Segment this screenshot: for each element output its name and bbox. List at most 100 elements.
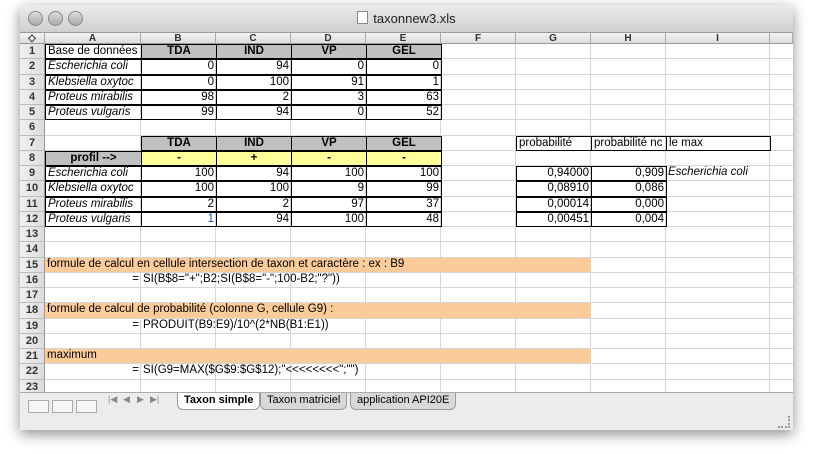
row-header-2[interactable]: 2 — [20, 59, 45, 75]
cell-B4[interactable]: 98 — [141, 89, 217, 105]
first-sheet-icon[interactable]: |◀ — [108, 394, 118, 404]
row-header-5[interactable]: 5 — [20, 105, 45, 121]
cell-E5[interactable]: 52 — [366, 105, 442, 121]
cell-G9[interactable]: 0,94000 — [516, 166, 592, 182]
cell-E4[interactable]: 63 — [366, 89, 442, 105]
cell-C8[interactable]: + — [216, 150, 292, 166]
cell-E7[interactable]: GEL — [366, 135, 442, 151]
row-header-16[interactable]: 16 — [20, 272, 45, 288]
cell-A21[interactable]: maximum — [47, 349, 97, 361]
cell-B10[interactable]: 100 — [141, 181, 217, 197]
next-sheet-icon[interactable]: ▶ — [137, 394, 144, 404]
row-header-23[interactable]: 23 — [20, 379, 45, 395]
cell-B16[interactable]: SI(B$8="+";B2;SI(B$8="-";100-B2;"?")) — [143, 272, 340, 285]
zoom-button[interactable] — [68, 11, 83, 26]
cell-E2[interactable]: 0 — [366, 59, 442, 75]
cell-E1[interactable]: GEL — [366, 44, 442, 60]
cell-A11[interactable]: Proteus mirabilis — [45, 196, 142, 212]
sheet-tab-application-api20e[interactable]: application API20E — [350, 393, 457, 410]
cell-C9[interactable]: 94 — [216, 166, 292, 182]
row-header-3[interactable]: 3 — [20, 74, 45, 90]
sheet-tab-taxon-simple[interactable]: Taxon simple — [177, 393, 261, 410]
cell-A9[interactable]: Escherichia coli — [45, 166, 142, 182]
cell-C5[interactable]: 94 — [216, 105, 292, 121]
column-header-D[interactable]: D — [291, 33, 366, 44]
cell-I9[interactable]: Escherichia coli — [668, 166, 748, 178]
cell-H7[interactable]: probabilité nc — [591, 135, 667, 151]
cell-C3[interactable]: 100 — [216, 74, 292, 90]
select-all-corner[interactable]: ◇ — [20, 33, 45, 44]
cell-C11[interactable]: 2 — [216, 196, 292, 212]
column-header-E[interactable]: E — [366, 33, 441, 44]
cell-C1[interactable]: IND — [216, 44, 292, 60]
cell-A22[interactable]: = — [132, 364, 139, 377]
cell-D1[interactable]: VP — [291, 44, 367, 60]
row-header-14[interactable]: 14 — [20, 242, 45, 258]
cell-D9[interactable]: 100 — [291, 166, 367, 182]
cell-I7[interactable]: le max — [666, 135, 771, 151]
cell-C4[interactable]: 2 — [216, 89, 292, 105]
cell-A12[interactable]: Proteus vulgaris — [45, 211, 142, 227]
spreadsheet-grid[interactable]: ◇ A B C D E F G H I 1 2 3 4 5 6 7 8 9 10 11 12 13 14 15 16 17 18 19 2… — [20, 33, 793, 395]
cell-A15[interactable]: formule de calcul en cellule intersectio… — [47, 257, 405, 270]
cell-D7[interactable]: VP — [291, 135, 367, 151]
cell-C12[interactable]: 94 — [216, 211, 292, 227]
column-header-H[interactable]: H — [591, 33, 666, 44]
normal-view-icon[interactable] — [28, 400, 49, 413]
row-header-19[interactable]: 19 — [20, 318, 45, 334]
row-header-18[interactable]: 18 — [20, 303, 45, 319]
cell-C2[interactable]: 94 — [216, 59, 292, 75]
row-header-12[interactable]: 12 — [20, 211, 45, 227]
cell-G11[interactable]: 0,00014 — [516, 196, 592, 212]
row-header-10[interactable]: 10 — [20, 181, 45, 197]
cell-E3[interactable]: 1 — [366, 74, 442, 90]
cell-A2[interactable]: Escherichia coli — [45, 59, 142, 75]
row-header-13[interactable]: 13 — [20, 227, 45, 243]
cell-A8[interactable]: profil --> — [45, 150, 142, 166]
column-header-I[interactable]: I — [666, 33, 770, 44]
cell-C10[interactable]: 100 — [216, 181, 292, 197]
cell-C7[interactable]: IND — [216, 135, 292, 151]
page-break-view-icon[interactable] — [76, 400, 97, 413]
last-sheet-icon[interactable]: ▶| — [150, 394, 160, 404]
cell-B12[interactable]: 1 — [141, 211, 217, 227]
cell-A10[interactable]: Klebsiella oxytoc — [45, 181, 142, 197]
cell-A1[interactable]: Base de données — [45, 44, 142, 60]
cell-B2[interactable]: 0 — [141, 59, 217, 75]
page-layout-view-icon[interactable] — [52, 400, 73, 413]
cell-E8[interactable]: - — [366, 150, 442, 166]
cell-E10[interactable]: 99 — [366, 181, 442, 197]
sheet-tab-taxon-matriciel[interactable]: Taxon matriciel — [260, 393, 348, 410]
cell-B7[interactable]: TDA — [141, 135, 217, 151]
row-header-8[interactable]: 8 — [20, 150, 45, 166]
column-header-B[interactable]: B — [141, 33, 216, 44]
cell-A16[interactable]: = — [132, 272, 139, 285]
minimize-button[interactable] — [48, 11, 63, 26]
column-header-F[interactable]: F — [441, 33, 516, 44]
column-header-C[interactable]: C — [216, 33, 291, 44]
cell-D8[interactable]: - — [291, 150, 367, 166]
cell-A19[interactable]: = — [132, 318, 139, 331]
cell-D4[interactable]: 3 — [291, 89, 367, 105]
row-header-9[interactable]: 9 — [20, 166, 45, 182]
column-header-G[interactable]: G — [516, 33, 591, 44]
row-header-22[interactable]: 22 — [20, 364, 45, 380]
cell-G12[interactable]: 0,00451 — [516, 211, 592, 227]
row-header-15[interactable]: 15 — [20, 257, 45, 273]
row-header-20[interactable]: 20 — [20, 333, 45, 349]
cell-D10[interactable]: 9 — [291, 181, 367, 197]
cell-A4[interactable]: Proteus mirabilis — [45, 89, 142, 105]
resize-grip-icon[interactable] — [778, 416, 790, 428]
cell-B1[interactable]: TDA — [141, 44, 217, 60]
row-header-17[interactable]: 17 — [20, 288, 45, 304]
cell-H9[interactable]: 0,909 — [591, 166, 667, 182]
column-header-A[interactable]: A — [45, 33, 141, 44]
cell-B8[interactable]: - — [141, 150, 217, 166]
row-header-11[interactable]: 11 — [20, 196, 45, 212]
cell-E9[interactable]: 100 — [366, 166, 442, 182]
cell-D2[interactable]: 0 — [291, 59, 367, 75]
cell-D12[interactable]: 100 — [291, 211, 367, 227]
cell-G7[interactable]: probabilité — [516, 135, 592, 151]
cell-B11[interactable]: 2 — [141, 196, 217, 212]
cell-B5[interactable]: 99 — [141, 105, 217, 121]
